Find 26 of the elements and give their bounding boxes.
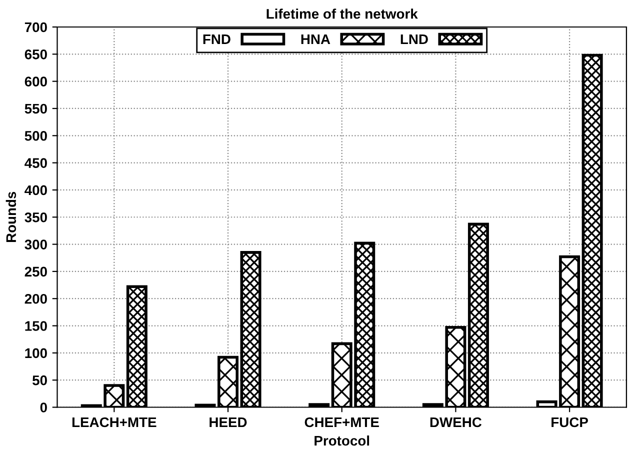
y-tick-label: 700: [24, 22, 47, 32]
y-axis-title: Rounds: [6, 192, 16, 242]
y-tick-label: 500: [24, 130, 47, 141]
x-tick-label: DWEHC: [430, 417, 482, 428]
y-tick-label: 250: [24, 266, 47, 277]
legend-label: LND: [400, 34, 428, 44]
y-tick-label: 100: [25, 348, 47, 358]
y-tick-label: 400: [24, 185, 47, 196]
y-tick-label: 650: [24, 49, 47, 60]
y-tick-label: 150: [25, 321, 47, 331]
x-tick-label: FUCP: [552, 417, 588, 428]
legend-label: FND: [203, 34, 230, 44]
y-tick-label: 300: [24, 240, 47, 250]
y-tick-label: 200: [24, 294, 47, 304]
x-tick-label: LEACH+MTE: [72, 417, 156, 428]
legend-label: HNA: [301, 34, 330, 44]
x-tick-label: CHEF+MTE: [304, 417, 379, 428]
y-tick-label: 550: [24, 104, 47, 114]
y-tick-label: 600: [24, 76, 47, 86]
chart-title: Lifetime of the network: [266, 8, 418, 19]
x-axis-title: Protocol: [314, 435, 370, 446]
y-tick-label: 50: [32, 375, 47, 386]
x-tick-label: HEED: [210, 417, 247, 428]
y-tick-label: 450: [24, 158, 47, 168]
y-tick-label: 350: [24, 212, 47, 222]
y-tick-label: 0: [40, 402, 47, 412]
